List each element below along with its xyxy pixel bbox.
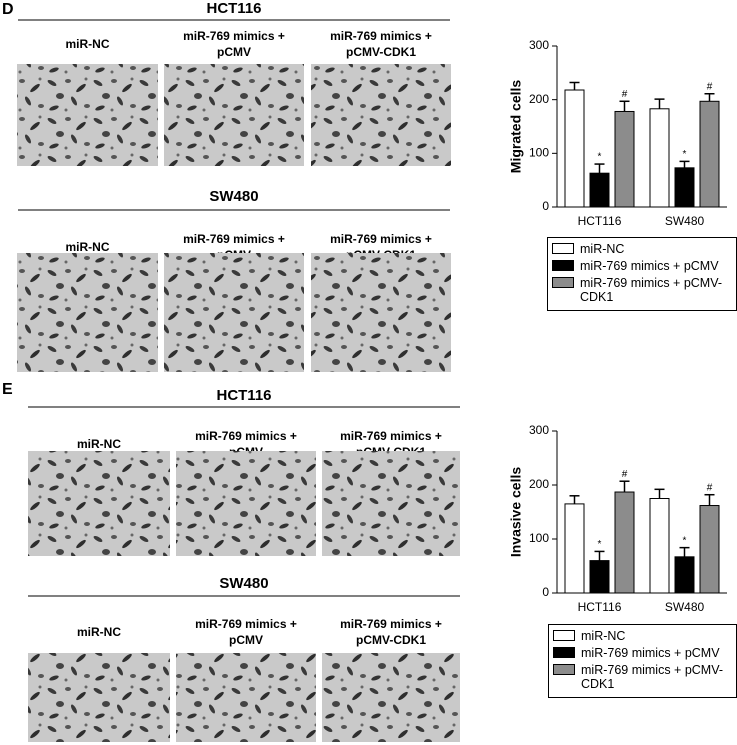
bar: [589, 560, 610, 594]
bar: [564, 503, 585, 594]
bar: [674, 167, 695, 208]
x-tick-label: HCT116: [578, 214, 622, 228]
legend-label: miR-769 mimics + pCMV-CDK1: [580, 276, 723, 304]
legend-swatch: [553, 664, 575, 675]
column-label: miR-769 mimics +: [183, 29, 285, 43]
micrograph: [311, 253, 451, 372]
y-tick-label: 300: [529, 38, 549, 52]
x-tick-label: HCT116: [578, 600, 622, 614]
panel-label: D: [2, 1, 14, 18]
x-tick-label: SW480: [665, 600, 705, 614]
significance-marker: #: [622, 89, 628, 100]
bar: [564, 89, 585, 208]
micrograph: [322, 451, 460, 556]
micrograph: [17, 64, 158, 166]
significance-marker: #: [622, 469, 628, 480]
column-label: miR-NC: [77, 625, 121, 639]
group-title: HCT116: [206, 0, 261, 17]
column-label: pCMV: [217, 45, 251, 59]
panel-label: E: [2, 381, 13, 398]
column-label: miR-769 mimics +: [330, 29, 432, 43]
legend-swatch: [553, 630, 575, 641]
y-axis-label: Migrated cells: [508, 80, 524, 174]
y-tick-label: 300: [529, 423, 549, 437]
legend-label: miR-769 mimics + pCMV: [580, 259, 719, 273]
legend-swatch: [553, 647, 575, 658]
bar: [614, 491, 635, 594]
y-tick-label: 0: [542, 585, 549, 599]
legend-label: miR-NC: [580, 242, 625, 256]
legend-label: miR-NC: [581, 629, 626, 643]
group-title: HCT116: [216, 387, 271, 404]
bar: [674, 556, 695, 594]
micrograph: [164, 64, 304, 166]
legend-swatch: [552, 277, 574, 288]
column-label: miR-769 mimics +: [195, 617, 297, 631]
legend-entry: miR-769 mimics + pCMV: [552, 259, 732, 273]
micrograph: [322, 653, 460, 742]
x-tick-label: SW480: [665, 214, 705, 228]
significance-marker: #: [707, 81, 713, 92]
bar: [614, 110, 635, 208]
micrograph: [176, 451, 316, 556]
column-label: miR-769 mimics +: [183, 232, 285, 246]
column-label: miR-NC: [77, 437, 121, 451]
column-label: miR-769 mimics +: [340, 617, 442, 631]
column-label: miR-769 mimics +: [195, 429, 297, 443]
micrograph: [28, 451, 170, 556]
legend-swatch: [552, 243, 574, 254]
legend-entry: miR-NC: [553, 629, 732, 643]
group-title: SW480: [219, 575, 268, 592]
legend: miR-NC miR-769 mimics + pCMV miR-769 mimic…: [548, 624, 737, 698]
y-tick-label: 200: [529, 477, 549, 491]
significance-marker: *: [598, 152, 602, 163]
legend-entry: miR-769 mimics + pCMV-CDK1: [552, 276, 732, 304]
bar: [589, 172, 610, 208]
y-tick-label: 100: [529, 146, 549, 160]
micrograph: [164, 253, 304, 372]
micrograph: [311, 64, 451, 166]
y-tick-label: 0: [542, 199, 549, 213]
group-title: SW480: [209, 188, 258, 205]
y-axis-label: Invasive cells: [508, 467, 524, 558]
column-label: pCMV-CDK1: [356, 633, 426, 647]
column-label: miR-NC: [66, 37, 110, 51]
column-label: pCMV-CDK1: [346, 45, 416, 59]
significance-marker: #: [707, 482, 713, 493]
legend-label: miR-769 mimics + pCMV: [581, 646, 720, 660]
y-tick-label: 100: [529, 531, 549, 545]
significance-marker: *: [683, 535, 687, 546]
y-tick-label: 200: [529, 92, 549, 106]
significance-marker: *: [683, 149, 687, 160]
legend-entry: miR-769 mimics + pCMV-CDK1: [553, 663, 732, 691]
micrograph: [17, 253, 158, 372]
legend-swatch: [552, 260, 574, 271]
column-label: miR-769 mimics +: [330, 232, 432, 246]
micrograph: [176, 653, 316, 742]
column-label: miR-769 mimics +: [340, 429, 442, 443]
legend: miR-NC miR-769 mimics + pCMV miR-769 mimic…: [547, 237, 737, 311]
column-label: miR-NC: [66, 240, 110, 254]
bar: [699, 505, 720, 594]
legend-entry: miR-769 mimics + pCMV: [553, 646, 732, 660]
column-label: pCMV: [229, 633, 263, 647]
micrograph: [28, 653, 170, 742]
legend-entry: miR-NC: [552, 242, 732, 256]
bar: [699, 100, 720, 208]
significance-marker: *: [598, 539, 602, 550]
legend-label: miR-769 mimics + pCMV-CDK1: [581, 663, 724, 691]
bar: [649, 498, 670, 594]
bar: [649, 108, 670, 208]
